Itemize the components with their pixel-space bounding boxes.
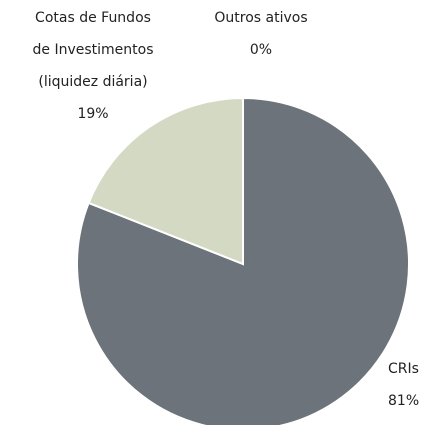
slice-label: CRIs 81% — [388, 353, 438, 417]
value-label: 0% — [249, 42, 273, 58]
pie-slice — [87, 96, 244, 266]
slice-label: Outros ativos 0% — [196, 2, 326, 66]
slice-label: Cotas de Fundos de Investimentos (liquid… — [28, 2, 158, 130]
pie-slice — [76, 96, 410, 425]
value-label: 19% — [77, 106, 109, 122]
category-label: Outros ativos — [214, 10, 308, 26]
category-label: CRIs — [388, 361, 419, 377]
value-label: 81% — [388, 393, 420, 409]
category-label: Cotas de Fundos de Investimentos (liquid… — [32, 10, 154, 90]
